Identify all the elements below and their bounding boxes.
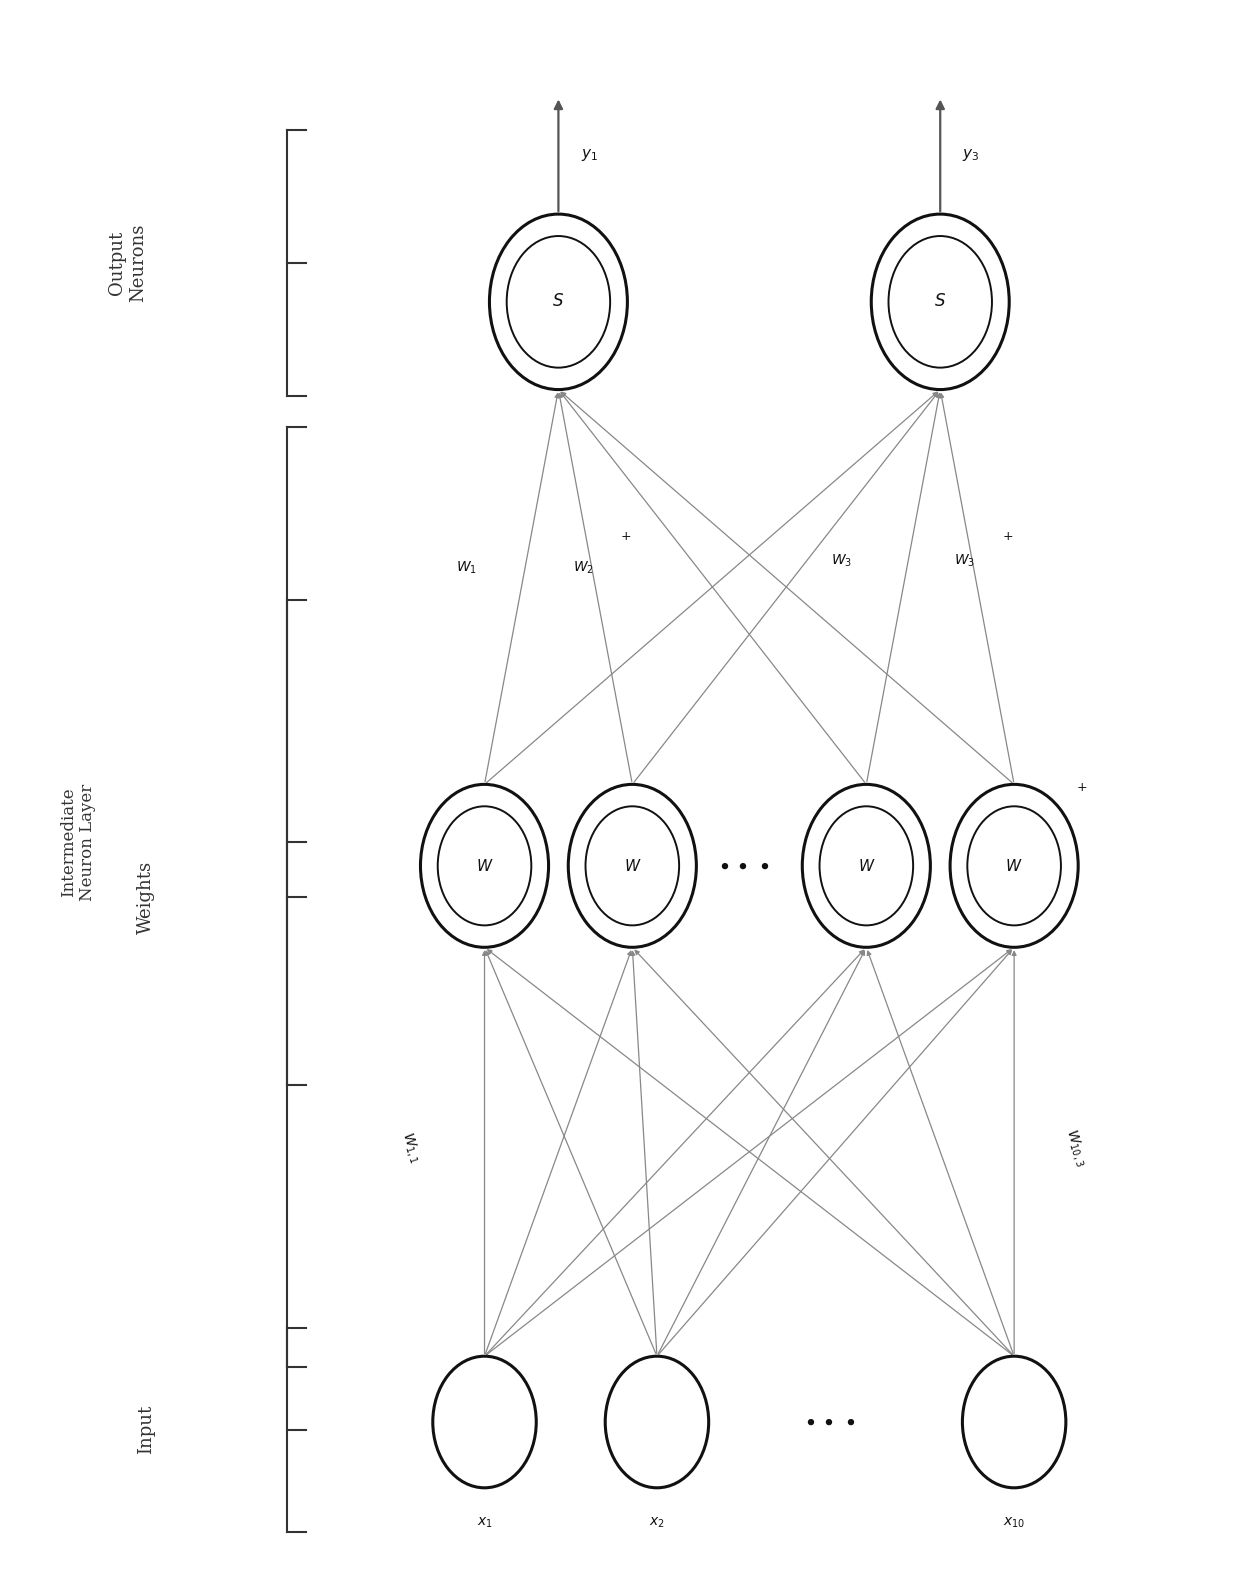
- Text: Weights: Weights: [136, 860, 155, 934]
- Text: $W_{10,3}$: $W_{10,3}$: [1061, 1128, 1090, 1169]
- Circle shape: [585, 806, 680, 926]
- Text: $W_2$: $W_2$: [573, 561, 594, 576]
- Text: $W$: $W$: [858, 858, 875, 874]
- Circle shape: [889, 236, 992, 367]
- Circle shape: [438, 806, 531, 926]
- Text: +: +: [621, 531, 631, 543]
- Text: Input: Input: [136, 1405, 155, 1454]
- Text: $W$: $W$: [476, 858, 494, 874]
- Circle shape: [490, 214, 627, 389]
- Circle shape: [950, 784, 1078, 947]
- Text: $y_1$: $y_1$: [580, 148, 598, 164]
- Circle shape: [962, 1356, 1066, 1488]
- Text: $y_3$: $y_3$: [962, 148, 980, 164]
- Text: $\bullet\bullet\bullet$: $\bullet\bullet\bullet$: [802, 1413, 856, 1432]
- Text: Intermediate
Neuron Layer: Intermediate Neuron Layer: [60, 784, 97, 901]
- Text: +: +: [1003, 531, 1013, 543]
- Text: $W_3$: $W_3$: [831, 553, 852, 569]
- Circle shape: [568, 784, 697, 947]
- Text: $W_{1,1}$: $W_{1,1}$: [398, 1129, 424, 1166]
- Text: $W$: $W$: [624, 858, 641, 874]
- Text: +: +: [1076, 781, 1087, 794]
- Text: Output
Neurons: Output Neurons: [108, 224, 146, 302]
- Circle shape: [433, 1356, 536, 1488]
- Circle shape: [420, 784, 548, 947]
- Text: $W$: $W$: [1006, 858, 1023, 874]
- Circle shape: [820, 806, 913, 926]
- Text: $x_2$: $x_2$: [649, 1517, 665, 1531]
- Circle shape: [967, 806, 1061, 926]
- Text: $S$: $S$: [934, 293, 946, 310]
- Circle shape: [507, 236, 610, 367]
- Circle shape: [802, 784, 930, 947]
- Circle shape: [605, 1356, 709, 1488]
- Text: $x_1$: $x_1$: [476, 1517, 492, 1531]
- Text: $S$: $S$: [552, 293, 564, 310]
- Text: $W_3$: $W_3$: [955, 553, 976, 569]
- Circle shape: [872, 214, 1009, 389]
- Text: $x_{10}$: $x_{10}$: [1003, 1517, 1025, 1531]
- Text: $W_1$: $W_1$: [455, 561, 476, 576]
- Text: $\bullet\bullet\bullet$: $\bullet\bullet\bullet$: [717, 855, 770, 876]
